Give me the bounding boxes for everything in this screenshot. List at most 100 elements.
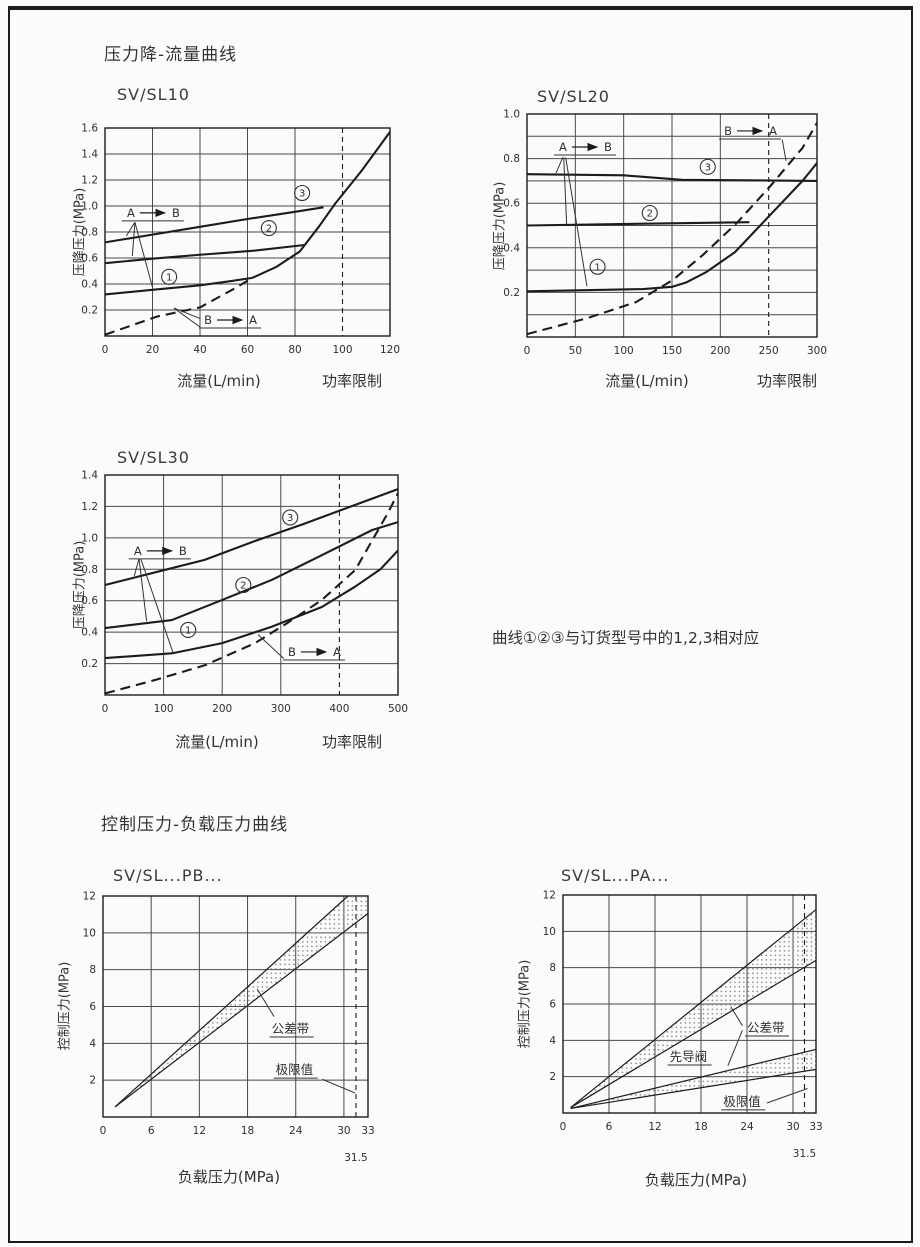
curve-2: [104, 243, 305, 265]
curve-3: [104, 488, 399, 587]
y-tick-label: 8: [89, 964, 96, 976]
chart-sl30: 0 100 200 300 400 500 0.2 0.4 0.6 0.8 1.0 1.2 1.4 A B B…: [81, 470, 408, 716]
x-tick-label: 24: [740, 1121, 754, 1133]
curve-number-circle: [641, 204, 658, 222]
y-tick-label: 10: [83, 927, 96, 939]
x-tick-label: 150: [662, 345, 682, 357]
x-tick-label: 33: [361, 1125, 374, 1137]
y-axis-label-sl30: 压降压力(MPa): [72, 540, 88, 630]
callout-label: 极限值: [723, 1094, 761, 1109]
flow-direction-to: B: [172, 206, 180, 220]
callout-label: 公差带: [747, 1020, 785, 1035]
y-tick-label: 8: [549, 962, 556, 974]
y-axis-label-sl10: 压降压力(MPa): [72, 187, 88, 277]
chart-title-pa: SV/SL...PA...: [561, 866, 670, 885]
b-to-a-curve: [526, 122, 818, 336]
y-tick-label: 10: [543, 926, 556, 938]
curve-ordering-note: 曲线①②③与订货型号中的1,2,3相对应: [492, 629, 760, 647]
x-axis-label-sl20: 流量(L/min): [605, 372, 689, 390]
flow-direction-from: A: [134, 544, 142, 558]
curve-number: 3: [705, 162, 711, 173]
y-tick-label: 2: [89, 1075, 96, 1087]
y-tick-label: 0.4: [81, 279, 98, 291]
section2-title: 控制压力-负载压力曲线: [101, 815, 289, 835]
plot-border: [562, 894, 817, 1114]
curve-number-circle: [161, 268, 178, 285]
x-tick-label: 18: [241, 1125, 254, 1137]
power-limit-label-sl20: 功率限制: [756, 372, 818, 390]
flow-direction-to: A: [769, 124, 777, 138]
limit-tick-label: 31.5: [344, 1152, 367, 1164]
x-tick-label: 33: [809, 1121, 822, 1133]
x-tick-label: 500: [388, 703, 408, 715]
curve-number: 3: [287, 513, 293, 524]
x-tick-label: 300: [807, 345, 827, 357]
y-tick-label: 0.6: [81, 595, 98, 607]
chart-title-sl20: SV/SL20: [537, 87, 610, 106]
x-tick-label: 6: [606, 1121, 613, 1133]
y-tick-label: 6: [89, 1001, 96, 1013]
flow-direction-from: A: [127, 206, 135, 220]
callout-label: 先导阀: [670, 1049, 708, 1064]
plot-border: [102, 895, 369, 1118]
curve-number: 2: [240, 581, 246, 592]
curve-number-circle: [282, 509, 299, 526]
x-tick-label: 50: [569, 345, 582, 357]
curve-number: 1: [185, 626, 191, 637]
plot-border: [104, 127, 391, 337]
tolerance-band: [115, 896, 368, 1107]
power-limit-label-sl30: 功率限制: [321, 733, 383, 751]
flow-direction-to: B: [179, 544, 187, 558]
limit-tick-label: 31.5: [793, 1148, 816, 1160]
x-tick-label: 12: [193, 1125, 206, 1137]
curve-1: [104, 549, 399, 660]
curve-number-circle: [180, 621, 197, 638]
curve-3: [526, 173, 818, 182]
flow-direction-to: A: [333, 645, 341, 659]
x-tick-label: 0: [102, 344, 109, 356]
y-tick-label: 0.6: [503, 198, 520, 210]
flow-direction-from: A: [559, 140, 567, 154]
x-tick-label: 120: [380, 344, 400, 356]
y-tick-label: 0.4: [81, 627, 98, 639]
y-axis-label-sl20: 压降压力(MPa): [492, 181, 508, 271]
y-tick-label: 4: [89, 1038, 96, 1050]
flow-direction-to: A: [249, 313, 257, 327]
curve-number: 2: [266, 224, 272, 235]
flow-direction-from: B: [288, 645, 296, 659]
y-tick-label: 0.8: [81, 227, 98, 239]
curve-number-circle: [699, 158, 716, 175]
x-tick-label: 40: [193, 344, 206, 356]
x-tick-label: 400: [329, 703, 349, 715]
y-tick-label: 0.2: [81, 305, 98, 317]
b-to-a-curve: [104, 276, 253, 336]
x-tick-label: 100: [614, 345, 634, 357]
y-tick-label: 1.4: [81, 149, 98, 161]
x-tick-label: 0: [524, 345, 531, 357]
curve-number-circle: [589, 258, 606, 275]
x-tick-label: 300: [271, 703, 291, 715]
x-tick-label: 6: [148, 1125, 155, 1137]
x-tick-label: 18: [694, 1121, 707, 1133]
curve-number: 3: [299, 189, 305, 200]
x-tick-label: 30: [337, 1125, 350, 1137]
x-tick-label: 0: [100, 1125, 107, 1137]
y-tick-label: 1.4: [81, 470, 98, 482]
x-axis-label-sl10: 流量(L/min): [177, 372, 261, 390]
y-tick-label: 0.4: [503, 242, 520, 254]
y-axis-label-pb: 控制压力(MPa): [57, 961, 73, 1051]
flow-direction-from: B: [724, 124, 732, 138]
power-limit: [251, 131, 391, 279]
flow-direction-from: B: [204, 313, 212, 327]
x-tick-label: 20: [146, 344, 159, 356]
chart-title-sl10: SV/SL10: [117, 85, 190, 104]
power-limit-label-sl10: 功率限制: [321, 372, 383, 390]
chart-sl10: 0 20 40 60 80 100 120 0.2 0.4 0.6 0.8 1.0 1.2 1.4 1.6 A…: [81, 123, 400, 357]
plot-border: [104, 474, 399, 696]
x-tick-label: 200: [212, 703, 232, 715]
x-axis-label-pb: 负载压力(MPa): [177, 1168, 281, 1186]
